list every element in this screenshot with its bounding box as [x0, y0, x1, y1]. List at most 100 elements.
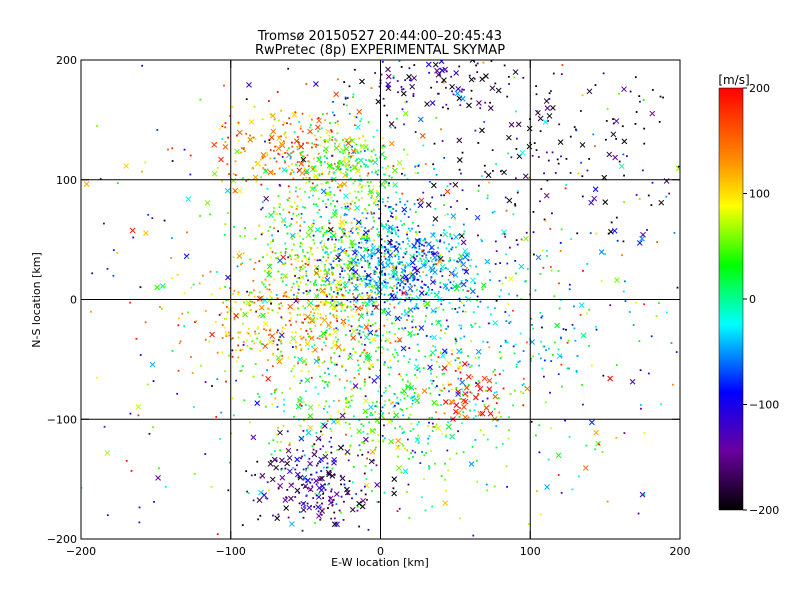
data-point-dot	[358, 241, 361, 244]
data-point-dot	[278, 206, 281, 209]
data-point-dot	[424, 284, 427, 286]
data-point-dot	[290, 370, 293, 373]
data-point-dot	[469, 287, 472, 290]
data-point-dot	[570, 238, 573, 240]
data-point-dot	[350, 399, 353, 402]
data-point-cross	[262, 168, 269, 174]
data-point-cross	[614, 277, 620, 283]
data-point-dot	[238, 250, 241, 253]
data-point-dot	[412, 95, 415, 97]
data-point-dot	[372, 202, 375, 205]
data-point-dot	[90, 310, 92, 313]
data-point-dot	[407, 483, 410, 486]
data-point-dot	[298, 502, 301, 505]
data-point-dot	[316, 317, 318, 320]
data-point-dot	[394, 340, 397, 343]
data-point-dot	[270, 113, 272, 116]
data-point-cross	[512, 69, 519, 75]
data-point-dot	[358, 246, 360, 249]
data-point-dot	[302, 142, 305, 145]
data-point-dot	[275, 459, 278, 462]
data-point-dot	[386, 241, 389, 244]
data-point-dot	[364, 139, 367, 142]
data-point-dot	[359, 179, 362, 182]
data-point-dot	[382, 280, 385, 282]
data-point-dot	[356, 328, 358, 331]
data-point-dot	[99, 178, 102, 180]
data-point-dot	[421, 280, 423, 283]
data-point-dot	[340, 293, 343, 296]
data-point-cross	[129, 227, 136, 234]
data-point-cross	[409, 83, 416, 90]
data-point-dot	[392, 208, 395, 210]
data-point-dot	[340, 172, 343, 174]
data-point-dot	[350, 249, 353, 252]
data-point-dot	[381, 434, 384, 437]
data-point-dot	[211, 385, 213, 387]
data-point-dot	[348, 279, 351, 281]
data-point-dot	[204, 310, 207, 312]
data-point-dot	[573, 126, 576, 128]
data-point-dot	[475, 459, 478, 462]
data-point-cross	[418, 197, 425, 204]
data-point-dot	[366, 261, 369, 264]
data-point-dot	[282, 208, 285, 211]
data-point-dot	[458, 306, 461, 309]
data-point-dot	[307, 335, 310, 338]
data-point-dot	[375, 446, 377, 449]
data-point-dot	[343, 144, 346, 147]
data-point-dot	[323, 266, 326, 268]
data-point-dot	[239, 370, 242, 372]
data-point-dot	[435, 411, 437, 414]
data-point-dot	[416, 278, 419, 281]
data-point-dot	[144, 161, 147, 164]
data-point-dot	[390, 292, 393, 295]
data-point-dot	[410, 405, 413, 408]
data-point-dot	[259, 349, 261, 352]
data-point-dot	[102, 222, 105, 225]
data-point-dot	[281, 357, 284, 360]
data-point-dot	[385, 285, 388, 288]
data-point-dot	[338, 509, 341, 512]
data-point-cross	[392, 167, 398, 174]
data-point-dot	[389, 205, 392, 208]
data-point-dot	[353, 68, 356, 71]
data-point-dot	[332, 314, 335, 317]
data-point-dot	[223, 317, 226, 320]
data-point-dot	[298, 269, 301, 272]
data-point-cross	[289, 232, 296, 239]
data-point-cross	[448, 398, 455, 405]
data-point-dot	[308, 457, 311, 460]
data-point-dot	[495, 382, 497, 384]
data-point-cross	[515, 121, 522, 128]
data-point-cross	[375, 283, 382, 290]
data-point-dot	[417, 278, 420, 281]
data-point-dot	[330, 430, 333, 433]
data-point-dot	[347, 319, 350, 322]
data-point-dot	[348, 246, 351, 249]
data-point-dot	[273, 207, 275, 209]
data-point-dot	[566, 367, 569, 370]
data-point-dot	[565, 158, 568, 160]
data-point-dot	[376, 190, 378, 192]
data-point-dot	[254, 138, 257, 140]
data-point-dot	[429, 256, 432, 259]
data-point-cross	[367, 329, 374, 336]
data-point-dot	[329, 312, 332, 315]
data-point-dot	[358, 306, 361, 309]
data-point-dot	[319, 316, 322, 319]
data-point-dot	[287, 516, 290, 519]
data-point-dot	[594, 325, 597, 328]
data-point-dot	[299, 396, 302, 399]
data-point-dot	[412, 255, 415, 258]
data-point-dot	[352, 300, 355, 303]
data-point-dot	[298, 492, 301, 494]
data-point-dot	[276, 311, 279, 314]
data-point-dot	[404, 79, 407, 81]
data-point-cross	[477, 410, 484, 417]
data-point-dot	[406, 380, 409, 383]
data-point-dot	[343, 214, 346, 217]
data-point-dot	[297, 300, 300, 303]
data-point-dot	[409, 430, 412, 433]
data-point-cross	[434, 67, 440, 74]
